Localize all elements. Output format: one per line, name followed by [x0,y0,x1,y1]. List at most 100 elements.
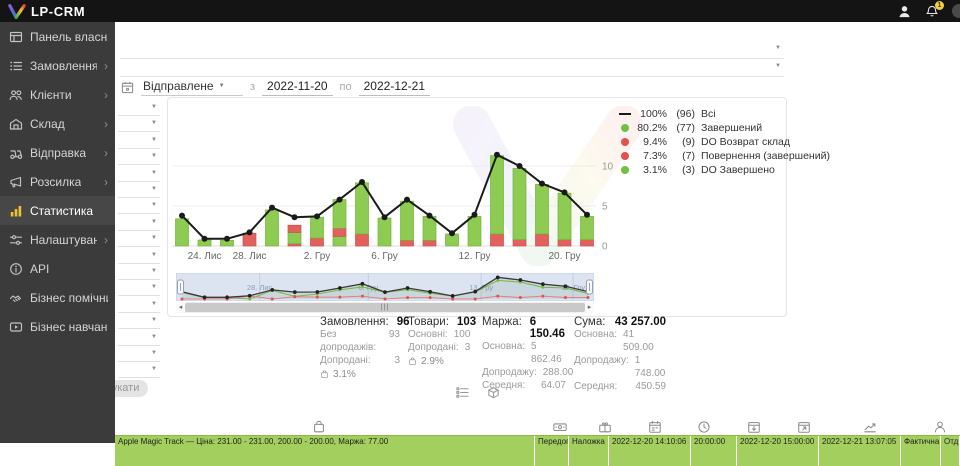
upsell-share-badge: 3.1% [320,369,400,380]
stats-row: Допродажу: 288.00 [482,367,574,378]
stats-title: Товари: 103 [408,316,477,328]
helpers-icon [9,291,23,305]
table-cell[interactable]: Фактична [901,436,941,466]
sidebar-item-shipping[interactable]: Відправка › [0,138,115,167]
mailing-icon [9,175,23,189]
sidebar-item-mailing[interactable]: Розсилка › [0,167,115,196]
package-view-icon[interactable] [486,385,501,400]
sidebar-item-label: Бізнес навчання [30,319,108,334]
side-filter-select-5[interactable]: ▼ [118,166,160,182]
stats-column-3: Маржа: 6 150.46 Основна: 5 862.46 Допродажу:… [482,316,574,393]
side-filter-select-13[interactable]: ▼ [118,297,160,313]
stats-column-1: Замовлення: 96 Без допродажів: 93 Допродані:… [320,316,410,393]
side-filter-select-6[interactable]: ▼ [118,182,160,198]
sidebar-item-settings[interactable]: Налаштування › [0,225,115,254]
stats-row: Допродані: 3 [320,355,400,366]
sidebar-item-warehouse[interactable]: Склад › [0,109,115,138]
stats-row: Без допродажів: 93 [320,329,400,353]
table-cell[interactable]: Отд Нал [941,436,960,466]
calendar-out-icon[interactable] [797,420,811,434]
side-filter-select-3[interactable]: ▼ [118,133,160,149]
side-filter-select-7[interactable]: ▼ [118,198,160,215]
table-cell[interactable]: 2022-12-21 13:07:05 [819,436,901,466]
sidebar-item-dashboard[interactable]: Панель власника [0,22,115,51]
sidebar-item-label: Налаштування [30,232,97,247]
sidebar-item-label: Замовлення [30,58,97,73]
sidebar-item-api[interactable]: API [0,254,115,283]
sidebar-item-helpers[interactable]: Бізнес помічники [0,283,115,312]
svg-text:28. Лис: 28. Лис [233,251,267,262]
side-filter-select-11[interactable]: ▼ [118,264,160,280]
report-lines-icon[interactable] [863,420,877,434]
sidebar-item-label: Бізнес помічники [30,290,108,305]
user-avatar-icon[interactable] [897,4,912,19]
time-clock-icon[interactable] [697,420,711,434]
manager-person-icon[interactable] [933,420,947,434]
legend-swatch-icon [617,113,632,115]
sidebar-item-stats[interactable]: Статистика [0,196,115,225]
side-filter-select-16[interactable]: ▼ [118,346,160,362]
bag-icon [408,357,417,366]
orders-bar-line-chart: 0 5 10 24. Лис 28. Лис 2. Гру 6. Гру 12. Гру 20.… [168,98,788,270]
legend-entry[interactable]: 7.3% (7) Повернення (завершений) [617,150,830,162]
chart-scrollbar[interactable]: ◂ ||| ▸ [176,302,594,313]
chevron-right-icon: › [104,174,108,189]
chevron-right-icon: › [104,232,108,247]
svg-text:20. Гру: 20. Гру [549,251,581,262]
clients-icon [9,88,23,102]
lp-crm-logo-icon [8,3,26,19]
notifications-bell-icon[interactable]: 1 [925,0,944,19]
sidebar-item-training[interactable]: Бізнес навчання [0,312,115,341]
sidebar-item-orders[interactable]: Замовлення › [0,51,115,80]
side-filter-select-14[interactable]: ▼ [118,313,160,330]
table-cell[interactable]: Наложка [569,436,609,466]
upsell-bag-icon[interactable] [312,420,326,434]
cut-off-edge-icon[interactable] [952,4,960,18]
side-filter-select-9[interactable]: ▼ [118,231,160,248]
stats-row: Основна: 5 862.46 [482,341,562,365]
side-filter-select-2[interactable]: ▼ [118,116,160,133]
stats-row: Середня: 64.07 [482,380,566,391]
table-cell[interactable]: Передоплата [535,436,569,466]
shipping-icon [9,146,23,160]
side-filter-select-1[interactable]: ▼ [118,100,160,116]
legend-entry[interactable]: 100% (96) Всі [617,108,830,120]
sidebar-item-clients[interactable]: Клієнти › [0,80,115,109]
table-cell[interactable]: Apple Magic Track — Ціна: 231.00 - 231.0… [115,436,535,466]
orders-icon [9,59,23,73]
summary-stats: Замовлення: 96 Без допродажів: 93 Допродані:… [320,316,666,393]
top-bar: LP-CRM 1 [0,0,960,22]
date-to-field[interactable]: 2022-12-21 [358,79,431,96]
calendar-in-icon[interactable] [747,420,761,434]
filter-select-wide-2[interactable]: ▼ [120,59,784,77]
topbar-actions: 1 [897,0,960,19]
table-cell[interactable]: 2022-12-20 15:00:00 [737,436,819,466]
list-view-icon[interactable] [455,385,470,400]
side-filter-select-17[interactable]: ▼ [118,362,160,379]
side-filter-select-4[interactable]: ▼ [118,149,160,166]
created-date-icon[interactable] [648,420,662,434]
legend-entry[interactable]: 3.1% (3) DO Завершено [617,164,830,176]
brand-title: LP-CRM [31,3,86,19]
table-cell[interactable]: 2022-12-20 14:10:06 [609,436,691,466]
filter-select-wide-1[interactable]: ▼ [120,41,784,59]
side-filter-select-12[interactable]: ▼ [118,280,160,297]
table-cell[interactable]: 20:00:00 [691,436,737,466]
svg-text:28. Лис: 28. Лис [247,283,273,292]
scrollbar-right-arrow-icon[interactable]: ▸ [585,302,594,313]
shipment-status-select[interactable]: Відправлене ▼ [141,79,243,96]
scrollbar-thumb[interactable]: ||| [185,303,585,312]
legend-entry[interactable]: 9.4% (9) DO Возврат склад [617,136,830,148]
cod-gift-icon[interactable] [598,420,612,434]
table-row[interactable]: Apple Magic Track — Ціна: 231.00 - 231.0… [115,435,960,466]
side-filter-select-8[interactable]: ▼ [118,215,160,231]
prepayment-money-icon[interactable] [553,420,567,434]
legend-entry[interactable]: 80.2% (77) Завершений [617,122,830,134]
side-filter-select-10[interactable]: ▼ [118,248,160,264]
sidebar-item-label: Розсилка [30,174,82,189]
scrollbar-left-arrow-icon[interactable]: ◂ [176,302,185,313]
chevron-right-icon: › [104,116,108,131]
date-from-field[interactable]: 2022-11-20 [262,79,333,96]
side-filter-select-15[interactable]: ▼ [118,330,160,346]
